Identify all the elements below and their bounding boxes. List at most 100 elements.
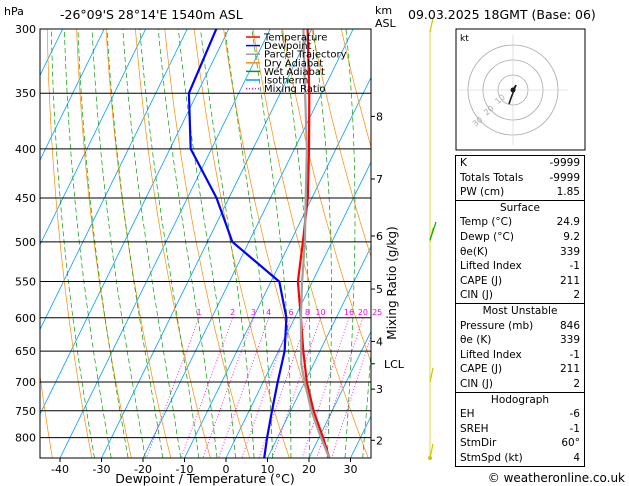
hodograph-row: EH -6 bbox=[460, 408, 580, 421]
km-tick-label: 3 bbox=[376, 383, 383, 396]
pressure-tick-label: 550 bbox=[15, 276, 36, 289]
most-unstable-row: CAPE (J) 211 bbox=[460, 363, 580, 376]
km-tick-label: 8 bbox=[376, 110, 383, 123]
datetime-title: 09.03.2025 18GMT (Base: 06) bbox=[408, 7, 596, 22]
most-unstable-row: Lifted Index -1 bbox=[460, 348, 580, 361]
pressure-tick-label: 800 bbox=[15, 432, 36, 445]
pressure-tick-label: 400 bbox=[15, 143, 36, 156]
x-tick-label: -10 bbox=[176, 463, 194, 476]
km-tick-label: 4 bbox=[376, 335, 383, 348]
mixing-ratio-label: 1 bbox=[196, 308, 201, 317]
wet-adiabat-line bbox=[281, 29, 311, 458]
hodograph-unit-label: kt bbox=[460, 34, 469, 44]
dry-adiabat-line bbox=[311, 29, 371, 258]
pressure-tick-label: 450 bbox=[15, 192, 36, 205]
isotherm-line bbox=[267, 245, 371, 458]
index-row: Totals Totals -9999 bbox=[460, 171, 580, 184]
mixing-ratio-line bbox=[331, 335, 371, 458]
wind-barb-dot bbox=[428, 456, 432, 460]
wet-adiabat-line bbox=[344, 29, 356, 458]
pressure-tick-label: 350 bbox=[15, 87, 36, 100]
location-title: -26°09'S 28°14'E 1540m ASL bbox=[60, 7, 243, 22]
hodograph-section: Hodograph EH -6 SREH -1 StmDir 60° StmSpd (… bbox=[456, 391, 584, 466]
mixing-ratio-line bbox=[180, 317, 233, 458]
profile-series bbox=[187, 29, 331, 458]
isotherm-line bbox=[40, 29, 188, 331]
isotherm-line bbox=[308, 330, 371, 458]
wind-barb bbox=[429, 443, 434, 459]
wet-adiabat-line bbox=[106, 29, 164, 458]
x-tick-label: 20 bbox=[302, 463, 316, 476]
mixing-ratio-line bbox=[272, 317, 321, 458]
wet-adiabat-line bbox=[139, 29, 200, 458]
km-tick-label: 7 bbox=[376, 173, 383, 186]
index-row: PW (cm) 1.85 bbox=[460, 186, 580, 199]
isotherm-line bbox=[40, 29, 105, 161]
km-tick-label: 6 bbox=[376, 230, 383, 243]
x-tick-label: -20 bbox=[134, 463, 152, 476]
mixing-ratio-line bbox=[202, 317, 254, 458]
isotherm-line bbox=[225, 161, 371, 458]
mixing-ratio-line bbox=[146, 317, 200, 458]
wet-adiabat-line bbox=[64, 29, 112, 458]
isotherm-line bbox=[101, 29, 313, 458]
wet-adiabat-line bbox=[91, 29, 146, 458]
pressure-axis: 300 350 400 450 500 550 600 650 700 750 800 bbox=[15, 23, 36, 445]
wet-adiabat-line bbox=[157, 29, 218, 458]
pressure-tick-label: 650 bbox=[15, 345, 36, 358]
most-unstable-section: Most Unstable Pressure (mb) 846 θe (K) 339… bbox=[456, 302, 584, 392]
x-tick-label: 10 bbox=[261, 463, 275, 476]
legend-label: Mixing Ratio bbox=[264, 84, 326, 95]
surface-section: Surface Temp (°C) 24.9 Dewp (°C) 9.2 θe(K)… bbox=[456, 199, 584, 303]
mixing-ratio-label: 4 bbox=[266, 308, 271, 317]
isotherm-line bbox=[142, 29, 354, 458]
lcl-label: LCL bbox=[384, 358, 405, 371]
isotherm-line bbox=[40, 29, 147, 246]
wind-barb bbox=[429, 221, 437, 241]
surface-row: θe(K) 339 bbox=[460, 245, 580, 258]
hodograph-row: StmSpd (kt) 4 bbox=[460, 451, 580, 464]
km-tick-label: 2 bbox=[376, 434, 383, 447]
x-tick-label: 0 bbox=[223, 463, 230, 476]
pressure-tick-label: 500 bbox=[15, 236, 36, 249]
wet-adiabat-line bbox=[177, 29, 236, 458]
legend-label: Dewpoint bbox=[264, 41, 312, 52]
legend-label: Parcel Trajectory bbox=[264, 50, 347, 61]
wet-adiabat-line bbox=[77, 29, 129, 458]
mixing-ratio-label: 3 bbox=[251, 308, 256, 317]
temperature-line bbox=[296, 29, 331, 458]
index-row: K -9999 bbox=[460, 157, 580, 169]
legend-label: Dry Adiabat bbox=[264, 58, 323, 69]
x-axis-title: Dewpoint / Temperature (°C) bbox=[115, 471, 294, 486]
pressure-tick-label: 300 bbox=[15, 23, 36, 36]
copyright-footer: © weatheronline.co.uk bbox=[488, 471, 625, 485]
hodograph-row: SREH -1 bbox=[460, 422, 580, 435]
isotherm-line bbox=[40, 29, 230, 416]
surface-row: CIN (J) 2 bbox=[460, 289, 580, 302]
indices-table: K -9999 Totals Totals -9999 PW (cm) 1.85 bbox=[456, 156, 584, 200]
km-tick-label: 5 bbox=[376, 283, 383, 296]
mixing-ratio-label: 20 bbox=[358, 308, 368, 317]
pressure-tick-label: 600 bbox=[15, 312, 36, 325]
mixing-ratio-label: 16 bbox=[344, 308, 354, 317]
x-tick-label: -30 bbox=[93, 463, 111, 476]
isotherm-line bbox=[184, 76, 371, 458]
most-unstable-row: θe (K) 339 bbox=[460, 334, 580, 347]
pressure-unit-label: hPa bbox=[4, 5, 24, 18]
mixing-ratio-label: 8 bbox=[305, 308, 310, 317]
dry-adiabat-line bbox=[282, 29, 371, 364]
legend-label: Isotherm bbox=[264, 76, 308, 87]
dry-adiabat-line bbox=[340, 29, 371, 149]
parcel-trajectory-line bbox=[299, 29, 331, 458]
hodograph-center bbox=[510, 87, 516, 93]
hodograph-title: Hodograph bbox=[490, 393, 550, 406]
x-tick-label: 30 bbox=[344, 463, 358, 476]
hodograph-frame bbox=[455, 28, 586, 151]
wet-adiabat-line bbox=[224, 29, 273, 458]
indices-panel: K -9999 Totals Totals -9999 PW (cm) 1.85 Su… bbox=[455, 155, 585, 467]
most-unstable-row: CIN (J) 2 bbox=[460, 377, 580, 390]
mixing-ratio-label: 6 bbox=[288, 308, 293, 317]
mixing-ratio-label: 2 bbox=[230, 308, 235, 317]
surface-row: Dewp (°C) 9.2 bbox=[460, 230, 580, 243]
